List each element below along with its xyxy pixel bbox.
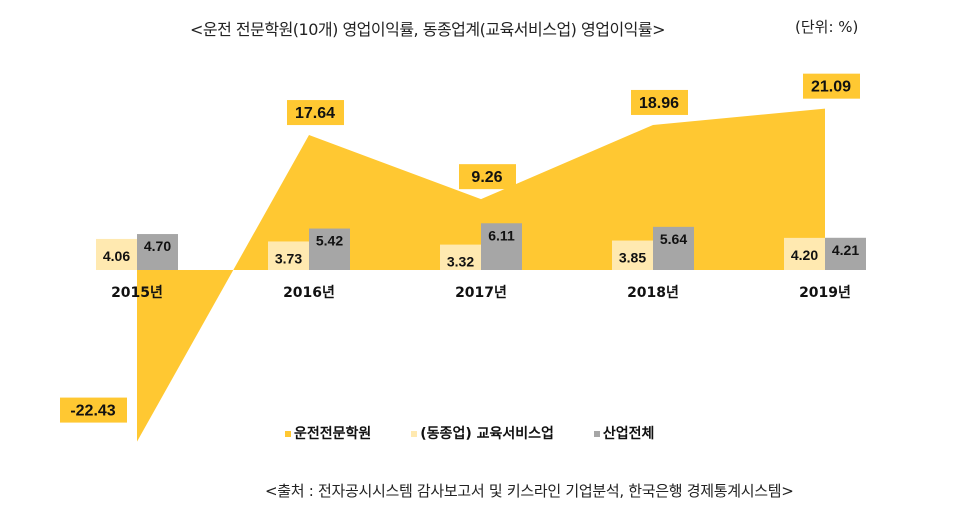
source-note: <출처 : 전자공시시스템 감사보고서 및 키스라인 기업분석, 한국은행 경제… bbox=[265, 482, 794, 500]
x-tick-label: 2017년 bbox=[455, 285, 507, 301]
bar-industry bbox=[825, 237, 866, 270]
legend-item-education: (동종업) 교육서비스업 bbox=[411, 423, 554, 443]
label-education: 3.85 bbox=[619, 250, 646, 266]
label-driving-school: 18.96 bbox=[639, 95, 679, 112]
label-driving-school: 9.26 bbox=[471, 169, 502, 186]
legend-label: 산업전체 bbox=[602, 426, 655, 442]
legend-item-driving-school: 운전전문학원 bbox=[285, 423, 371, 443]
label-education: 4.06 bbox=[103, 248, 130, 264]
x-tick-label: 2018년 bbox=[627, 285, 679, 301]
label-box-driving-school bbox=[803, 73, 860, 99]
bar-education bbox=[784, 237, 825, 270]
x-tick-label: 2016년 bbox=[283, 285, 335, 301]
label-industry: 4.21 bbox=[832, 242, 859, 258]
bar-industry bbox=[309, 228, 350, 270]
label-box-driving-school bbox=[631, 89, 688, 115]
x-tick-label: 2019년 bbox=[799, 285, 851, 301]
label-driving-school: -22.43 bbox=[70, 403, 115, 420]
label-industry: 5.42 bbox=[316, 233, 343, 249]
bar-education bbox=[612, 240, 653, 270]
label-education: 4.20 bbox=[791, 247, 818, 263]
legend-item-industry: 산업전체 bbox=[593, 423, 655, 443]
bar-industry bbox=[653, 226, 694, 270]
legend-label: (동종업) 교육서비스업 bbox=[420, 426, 554, 442]
bar-education bbox=[440, 244, 481, 270]
bar-industry bbox=[481, 223, 522, 270]
label-education: 3.73 bbox=[275, 250, 302, 266]
chart-title: <운전 전문학원(10개) 영업이익률, 동종업계(교육서비스업) 영업이익률> bbox=[190, 20, 666, 39]
label-driving-school: 17.64 bbox=[295, 105, 335, 122]
bar-industry bbox=[137, 234, 178, 270]
area-driving-school bbox=[137, 108, 825, 442]
unit-label: (단위: %) bbox=[795, 18, 859, 36]
label-industry: 4.70 bbox=[144, 238, 171, 254]
label-box-driving-school bbox=[287, 100, 344, 126]
label-box-driving-school bbox=[459, 164, 516, 190]
label-box-driving-school bbox=[60, 397, 127, 423]
bar-education bbox=[96, 238, 137, 270]
label-education: 3.32 bbox=[447, 254, 474, 270]
legend: 운전전문학원 (동종업) 교육서비스업 산업전체 bbox=[285, 423, 654, 443]
legend-swatch bbox=[285, 431, 291, 437]
legend-label: 운전전문학원 bbox=[294, 426, 372, 442]
label-driving-school: 21.09 bbox=[811, 79, 851, 96]
legend-swatch bbox=[593, 431, 600, 437]
label-industry: 5.64 bbox=[660, 231, 687, 247]
label-industry: 6.11 bbox=[488, 227, 515, 243]
x-tick-label: 2015년 bbox=[111, 285, 163, 301]
bar-education bbox=[268, 241, 309, 270]
legend-swatch bbox=[411, 431, 418, 437]
